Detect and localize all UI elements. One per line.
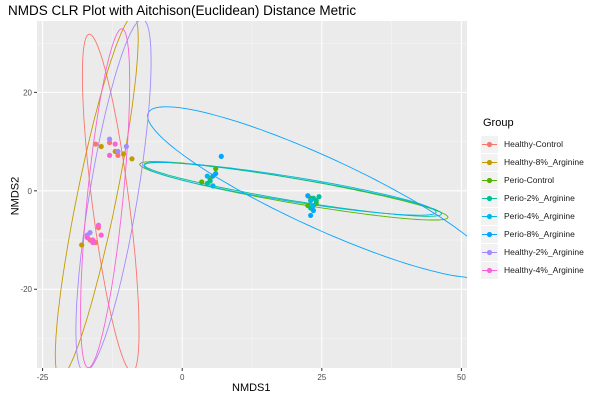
point-perio-8-arginine (305, 193, 311, 199)
y-tick-label: -20 (20, 285, 32, 294)
legend-label-healthy-8-arginine: Healthy-8%_Arginine (504, 157, 584, 167)
legend-item-healthy-4-arginine: Healthy-4%_Arginine (481, 261, 596, 279)
point-healthy-2-arginine (123, 143, 129, 150)
ellipse-perio-4-arginine (143, 162, 437, 216)
legend-key-healthy-2-arginine (481, 243, 498, 261)
x-axis-label: NMDS1 (232, 382, 271, 394)
point-perio-2-arginine (313, 198, 319, 204)
x-tick-label: 25 (317, 373, 326, 382)
point-healthy-8-arginine (98, 143, 104, 150)
point-perio-2-arginine (207, 178, 213, 184)
point-healthy-control (93, 141, 99, 147)
x-tick-label: 0 (180, 373, 185, 382)
legend-key-perio-2-arginine (481, 189, 498, 207)
point-healthy-2-arginine (106, 136, 113, 142)
point-perio-8-arginine (218, 153, 224, 159)
ellipse-healthy-4-arginine (80, 28, 131, 368)
legend-label-healthy-control: Healthy-Control (504, 139, 564, 149)
y-axis-label: NMDS2 (9, 176, 22, 216)
point-healthy-4-arginine (98, 232, 104, 238)
x-tick-label: -25 (37, 373, 49, 382)
data-layer (54, 21, 467, 368)
point-perio-4-arginine (308, 198, 314, 204)
point-healthy-4-arginine (90, 239, 96, 246)
point-perio-2-arginine (316, 194, 322, 200)
ellipse-healthy-2-arginine (75, 21, 152, 368)
legend-label-perio-2-arginine: Perio-2%_Arginine (504, 193, 575, 203)
point-healthy-4-arginine (106, 152, 113, 158)
chart-title: NMDS CLR Plot with Aitchison(Euclidean) … (8, 3, 357, 18)
point-healthy-8-arginine (79, 242, 85, 248)
point-perio-8-arginine (213, 170, 219, 177)
legend-title: Group (483, 117, 514, 129)
ellipse-healthy-control (81, 33, 140, 368)
point-perio-8-arginine (308, 212, 314, 219)
point-perio-control (199, 179, 205, 185)
point-healthy-4-arginine (95, 222, 102, 228)
legend-item-healthy-8-arginine: Healthy-8%_Arginine (481, 153, 596, 171)
y-tick-label: 20 (23, 88, 32, 97)
x-tick-label: 50 (457, 373, 466, 382)
legend-key-healthy-4-arginine (481, 261, 498, 279)
point-perio-control (213, 166, 219, 172)
point-healthy-8-arginine (120, 151, 127, 157)
legend-label-healthy-2-arginine: Healthy-2%_Arginine (504, 247, 584, 257)
ellipse-healthy-8-arginine (54, 21, 139, 368)
y-tick-label: 0 (28, 187, 33, 196)
point-healthy-8-arginine (129, 156, 135, 162)
legend-key-perio-control (481, 171, 498, 189)
legend-item-perio-2-arginine: Perio-2%_Arginine (481, 189, 596, 207)
legend-label-perio-control: Perio-Control (504, 175, 555, 185)
legend-key-perio-4-arginine (481, 207, 498, 225)
ellipse-perio-control (139, 161, 449, 221)
legend-label-healthy-4-arginine: Healthy-4%_Arginine (504, 265, 584, 275)
legend-items: Healthy-Control Healthy-8%_Arginine Perio-… (481, 135, 596, 279)
point-perio-4-arginine (204, 173, 210, 179)
legend-key-perio-8-arginine (481, 225, 498, 243)
legend-key-healthy-control (481, 135, 498, 153)
point-perio-4-arginine (210, 183, 216, 189)
point-healthy-2-arginine (87, 230, 93, 236)
legend-label-perio-4-arginine: Perio-4%_Arginine (504, 211, 575, 221)
legend-key-healthy-8-arginine (481, 153, 498, 171)
point-healthy-control (115, 152, 121, 158)
legend-item-perio-8-arginine: Perio-8%_Arginine (481, 225, 596, 243)
legend-item-perio-4-arginine: Perio-4%_Arginine (481, 207, 596, 225)
legend-item-healthy-control: Healthy-Control (481, 135, 596, 153)
point-healthy-2-arginine (115, 148, 121, 155)
legend-label-perio-8-arginine: Perio-8%_Arginine (504, 229, 575, 239)
point-healthy-4-arginine (112, 141, 118, 147)
legend-item-healthy-2-arginine: Healthy-2%_Arginine (481, 243, 596, 261)
point-healthy-4-arginine (84, 234, 90, 241)
point-perio-8-arginine (310, 207, 317, 214)
legend: Group Healthy-Control Healthy-8%_Arginine… (481, 117, 596, 279)
point-perio-4-arginine (310, 202, 317, 209)
legend-item-perio-control: Perio-Control (481, 171, 596, 189)
